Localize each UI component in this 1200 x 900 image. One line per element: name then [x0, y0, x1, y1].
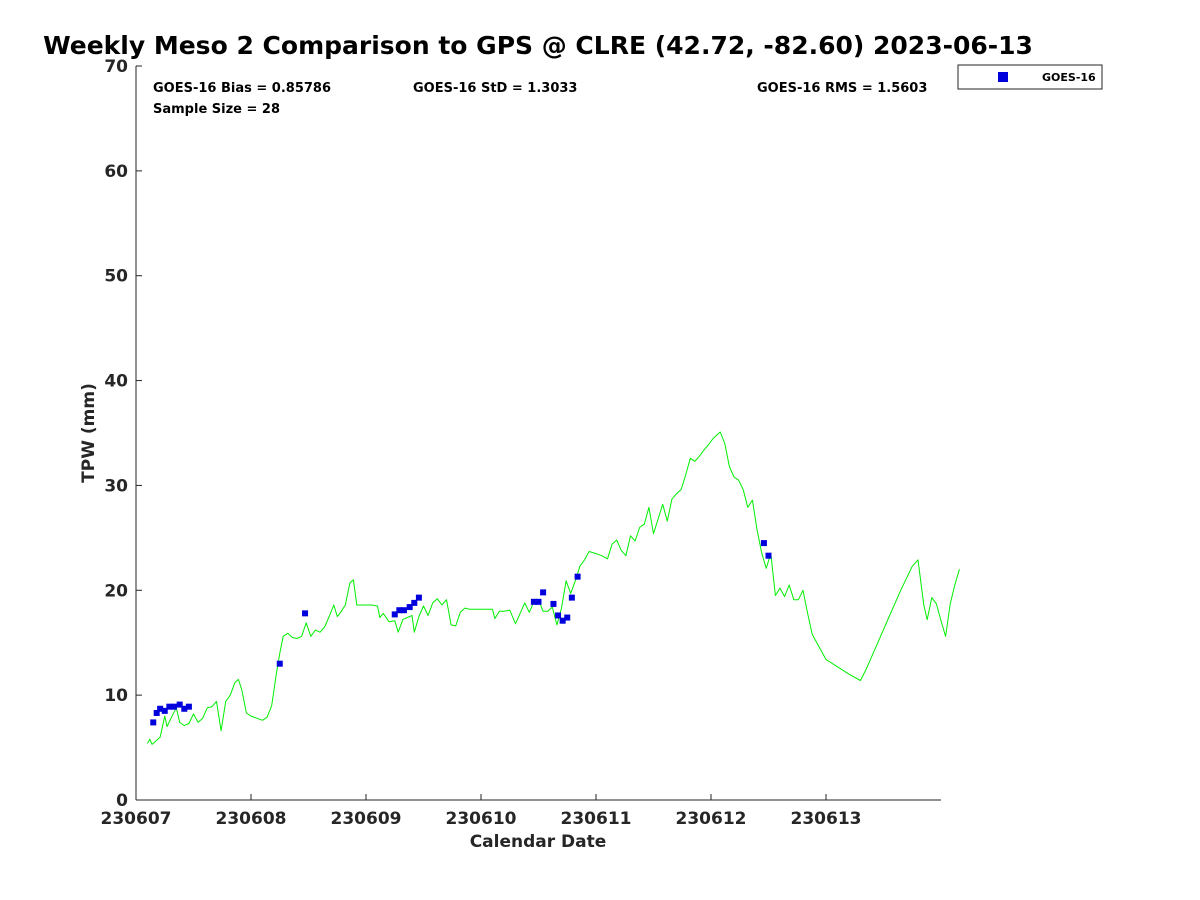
- plot-area: [135, 66, 941, 801]
- goes16-point: [559, 617, 566, 624]
- legend-marker: [998, 72, 1008, 82]
- x-tick-label: 230612: [676, 809, 747, 829]
- y-axis-ticks: 0 10 20 30 40 50 60 70: [104, 57, 142, 811]
- goes16-point: [535, 598, 542, 605]
- goes16-point: [540, 589, 547, 596]
- goes16-point: [530, 598, 537, 605]
- goes16-point: [564, 614, 571, 621]
- chart-title: Weekly Meso 2 Comparison to GPS @ CLRE (…: [43, 31, 1033, 60]
- goes16-point: [181, 705, 188, 712]
- goes16-point: [157, 705, 164, 712]
- rms-stat: GOES-16 RMS = 1.5603: [757, 81, 927, 96]
- x-tick-label: 230611: [561, 809, 632, 829]
- goes16-point: [161, 707, 168, 714]
- y-axis-label: TPW (mm): [79, 383, 99, 483]
- y-tick-label: 0: [116, 791, 128, 811]
- goes16-point: [765, 552, 772, 559]
- x-axis-ticks: 230607 230608 230609 230610 230611 230612 2306…: [101, 794, 862, 829]
- goes16-point: [550, 600, 557, 607]
- goes16-point: [406, 604, 413, 611]
- y-tick-label: 30: [104, 476, 128, 496]
- goes16-point: [574, 573, 581, 580]
- goes16-point: [153, 709, 160, 716]
- goes16-point: [415, 594, 422, 601]
- std-stat: GOES-16 StD = 1.3033: [413, 81, 577, 96]
- goes16-point: [170, 703, 177, 710]
- goes16-point: [176, 701, 183, 708]
- gps-line-series: [147, 431, 960, 745]
- x-tick-label: 230610: [446, 809, 517, 829]
- series-layer: [147, 431, 960, 745]
- goes16-point: [568, 594, 575, 601]
- sample-size-stat: Sample Size = 28: [153, 102, 280, 117]
- legend: GOES-16: [957, 64, 1103, 90]
- y-tick-label: 10: [104, 686, 128, 706]
- goes16-scatter-series: [150, 540, 772, 726]
- x-tick-label: 230607: [101, 809, 172, 829]
- goes16-point: [760, 540, 767, 547]
- goes16-point: [391, 611, 398, 618]
- x-axis-label: Calendar Date: [470, 832, 607, 852]
- legend-box: [957, 64, 1103, 90]
- goes16-point: [411, 599, 418, 606]
- legend-label: GOES-16: [1042, 71, 1096, 84]
- goes16-point: [166, 703, 173, 710]
- goes16-point: [396, 607, 403, 614]
- goes16-point: [400, 607, 407, 614]
- goes16-point: [276, 660, 283, 667]
- x-tick-label: 230613: [791, 809, 862, 829]
- goes16-point: [555, 612, 562, 619]
- goes16-point: [150, 719, 157, 726]
- bias-stat: GOES-16 Bias = 0.85786: [153, 81, 331, 96]
- y-tick-label: 60: [104, 162, 128, 182]
- x-tick-label: 230608: [216, 809, 287, 829]
- y-tick-label: 40: [104, 372, 128, 392]
- goes16-point: [302, 610, 309, 617]
- y-tick-label: 20: [104, 581, 128, 601]
- y-tick-label: 50: [104, 267, 128, 287]
- x-tick-label: 230609: [331, 809, 402, 829]
- goes16-point: [185, 703, 192, 710]
- y-tick-label: 70: [104, 57, 128, 77]
- plot-background: [136, 66, 941, 800]
